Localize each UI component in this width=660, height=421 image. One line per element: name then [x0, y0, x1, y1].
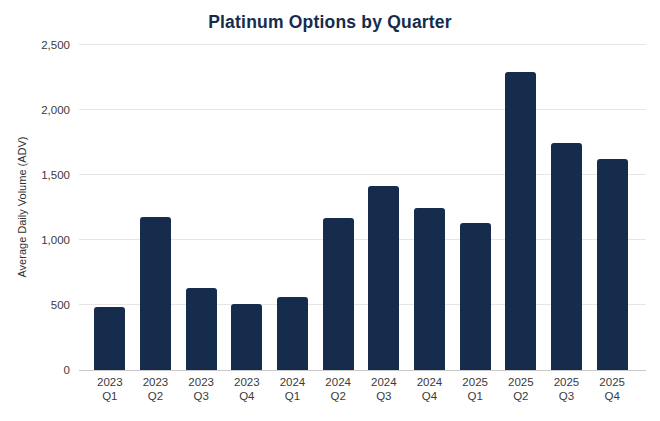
x-tick-label: 2023 Q3	[178, 375, 224, 403]
bar-2024-q4	[414, 208, 445, 370]
x-tick-label: 2025 Q2	[498, 375, 544, 403]
bar-2023-q4	[231, 304, 262, 370]
y-axis-title: Average Daily Volume (ADV)	[16, 136, 28, 277]
y-tick-label: 0	[64, 364, 70, 376]
bar-2025-q4	[597, 159, 628, 370]
x-tick-label: 2025 Q4	[589, 375, 635, 403]
x-tick-label: 2024 Q2	[315, 375, 361, 403]
x-tick-label: 2025 Q3	[544, 375, 590, 403]
x-tick-label: 2025 Q1	[452, 375, 498, 403]
chart-container: Platinum Options by Quarter Average Dail…	[0, 0, 660, 421]
x-tick-label: 2023 Q1	[87, 375, 133, 403]
plot-area: 05001,0001,5002,0002,500 2023 Q12023 Q22…	[79, 45, 646, 371]
bar-2025-q1	[460, 223, 491, 370]
chart-title: Platinum Options by Quarter	[0, 12, 660, 33]
bar-2023-q2	[140, 217, 171, 370]
gridline	[79, 44, 646, 45]
bar-2024-q1	[277, 297, 308, 370]
x-tick-label: 2023 Q2	[133, 375, 179, 403]
x-tick-label: 2023 Q4	[224, 375, 270, 403]
y-tick-label: 1,500	[41, 169, 70, 181]
bar-2024-q3	[368, 186, 399, 370]
y-tick-label: 500	[51, 299, 70, 311]
y-tick-label: 2,500	[41, 39, 70, 51]
bar-2023-q3	[186, 288, 217, 370]
x-tick-label: 2024 Q4	[407, 375, 453, 403]
bar-2023-q1	[94, 307, 125, 370]
x-tick-label: 2024 Q1	[270, 375, 316, 403]
x-tick-label: 2024 Q3	[361, 375, 407, 403]
gridline	[79, 109, 646, 110]
bar-2024-q2	[323, 218, 354, 370]
y-tick-label: 2,000	[41, 104, 70, 116]
y-tick-label: 1,000	[41, 234, 70, 246]
bar-2025-q2	[505, 72, 536, 370]
bar-2025-q3	[551, 143, 582, 371]
